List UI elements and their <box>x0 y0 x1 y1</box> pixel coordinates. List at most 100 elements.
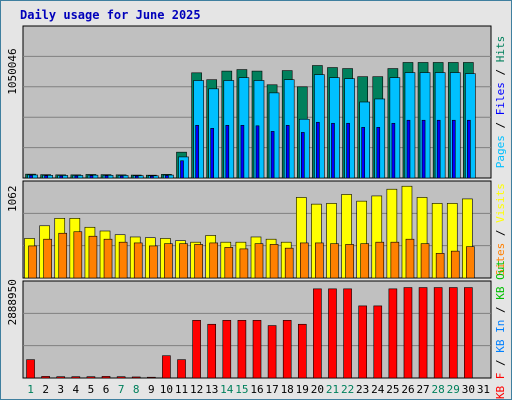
bar-files <box>376 127 381 179</box>
legend-item-sites: Sites <box>494 243 507 276</box>
bar-sites <box>315 242 324 279</box>
bar-files <box>300 132 305 179</box>
bar-files <box>74 175 79 179</box>
bar-kbytes <box>162 355 171 379</box>
legend-separator: / <box>494 115 507 135</box>
x-tick-label: 1 <box>27 383 34 396</box>
x-tick-label: 29 <box>447 383 460 396</box>
bar-kbytes <box>237 320 247 379</box>
legend-item-visits: Visits <box>494 183 507 223</box>
bar-kbytes <box>343 288 352 379</box>
bar-kbytes <box>267 325 277 379</box>
bar-sites <box>405 238 415 279</box>
bar-kbytes <box>207 323 217 379</box>
bar-kbytes <box>26 359 35 379</box>
x-tick-label: 25 <box>386 383 399 396</box>
bar-sites <box>390 241 400 279</box>
x-tick-label: 6 <box>103 383 110 396</box>
legend-separator: / <box>494 223 507 243</box>
bar-files <box>225 125 230 179</box>
legend-item-kb-in: KB In <box>494 320 507 353</box>
bar-kbytes <box>192 320 201 379</box>
x-tick-label: 7 <box>118 383 125 396</box>
x-tick-label: 12 <box>190 383 203 396</box>
legend-item-hits: Hits <box>494 36 507 63</box>
bar-kbytes <box>328 288 337 379</box>
bar-sites <box>269 244 279 279</box>
bar-files <box>29 175 33 179</box>
bar-sites <box>103 238 113 279</box>
bar-files <box>119 175 124 179</box>
legend: Pages / Files / Hits <box>494 36 507 169</box>
x-tick-label: 24 <box>371 383 385 396</box>
x-tick-label: 5 <box>88 383 95 396</box>
y-tick-label: 2888950 <box>6 279 19 325</box>
bar-files <box>406 119 411 179</box>
bar-files <box>134 175 139 179</box>
bar-files <box>165 175 169 179</box>
x-tick-label: 3 <box>57 383 64 396</box>
bar-sites <box>88 235 98 279</box>
bar-sites <box>28 245 37 279</box>
bar-sites <box>420 243 430 279</box>
bar-sites <box>164 243 173 279</box>
bar-kbytes <box>373 305 383 379</box>
x-tick-label: 20 <box>311 383 324 396</box>
bar-sites <box>209 242 219 279</box>
bar-files <box>104 175 109 179</box>
bar-sites <box>179 243 188 279</box>
x-tick-label: 23 <box>356 383 369 396</box>
bar-sites <box>254 243 264 279</box>
bar-kbytes <box>222 320 232 379</box>
legend-item-files: Files <box>494 82 507 115</box>
bar-sites <box>435 253 445 279</box>
bar-sites <box>360 243 369 279</box>
x-tick-label: 11 <box>175 383 188 396</box>
bar-kbytes <box>56 376 66 379</box>
x-tick-label: 17 <box>265 383 278 396</box>
y-tick-label: 1050046 <box>6 48 19 94</box>
bar-files <box>436 119 441 179</box>
bar-files <box>255 125 260 179</box>
legend-item-kb-out: KB Out <box>494 260 507 300</box>
bar-sites <box>284 247 294 279</box>
x-tick-label: 16 <box>250 383 263 396</box>
bar-kbytes <box>41 376 50 379</box>
bar-files <box>180 160 184 179</box>
bar-kbytes <box>131 376 141 379</box>
legend-item-pages: Pages <box>494 135 507 168</box>
bar-sites <box>224 247 234 279</box>
bar-files <box>421 119 426 179</box>
bar-kbytes <box>147 376 156 379</box>
bar-sites <box>299 242 309 279</box>
legend: KB F / KB In / KB Out <box>494 260 507 399</box>
bar-kbytes <box>388 288 398 379</box>
bar-kbytes <box>297 323 307 379</box>
x-tick-label: 9 <box>148 383 155 396</box>
bar-files <box>89 175 94 179</box>
x-tick-label: 19 <box>296 383 309 396</box>
x-tick-label: 30 <box>462 383 475 396</box>
bar-files <box>270 131 275 179</box>
x-tick-label: 15 <box>235 383 248 396</box>
bar-files <box>150 175 154 179</box>
bar-kbytes <box>433 287 443 379</box>
bar-kbytes <box>313 288 322 379</box>
bar-sites <box>43 238 52 279</box>
bar-sites <box>330 243 339 279</box>
x-tick-label: 4 <box>73 383 80 396</box>
bar-kbytes <box>177 359 186 379</box>
bar-sites <box>239 248 249 279</box>
x-tick-label: 31 <box>477 383 490 396</box>
x-tick-label: 13 <box>205 383 218 396</box>
bar-files <box>316 121 320 179</box>
bar-kbytes <box>448 287 458 379</box>
bar-files <box>346 122 350 179</box>
x-tick-label: 2 <box>42 383 49 396</box>
bar-sites <box>375 241 385 279</box>
bar-files <box>467 119 471 179</box>
bar-sites <box>118 241 128 279</box>
bar-sites <box>345 244 354 279</box>
x-tick-label: 26 <box>401 383 414 396</box>
